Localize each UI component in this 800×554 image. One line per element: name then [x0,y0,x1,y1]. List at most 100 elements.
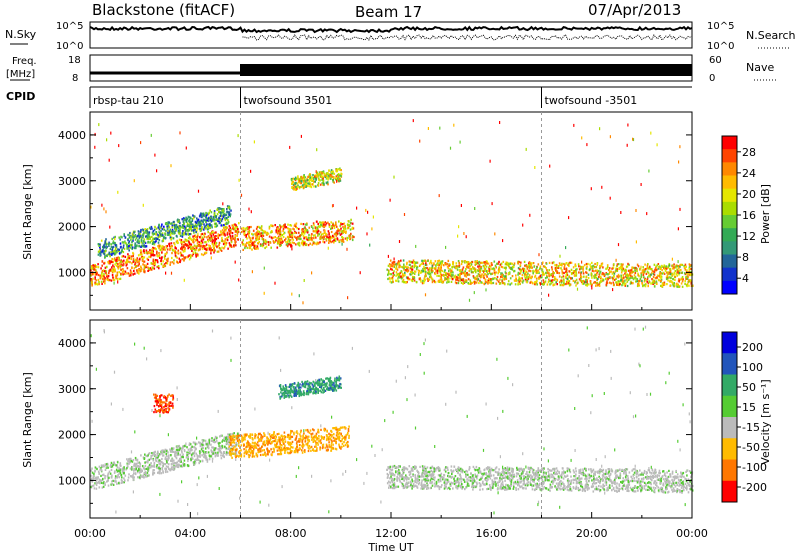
heatmap-cell [117,267,120,270]
heatmap-cell [234,226,236,229]
heatmap-cell [171,224,174,227]
heatmap-cell [148,458,151,461]
heatmap-cell [318,171,321,174]
heatmap-cell [552,278,554,282]
heatmap-cell [192,223,194,226]
heatmap-cell [436,262,438,265]
heatmap-cell [322,221,324,224]
heatmap-cell [197,234,199,237]
heatmap-cell [204,447,207,450]
heatmap-cell [233,228,235,231]
heatmap-cell [434,272,437,276]
heatmap-cell [327,221,329,224]
nsky-panel-frame [89,21,693,49]
heatmap-cell [101,465,103,468]
heatmap-cell [155,231,157,234]
heatmap-cell [171,458,174,461]
heatmap-cell [444,269,446,272]
heatmap-cell [610,270,612,273]
heatmap-cell [399,271,402,274]
heatmap-cell [656,274,659,277]
heatmap-noise [185,146,187,150]
heatmap-noise [460,204,462,207]
heatmap-cell [133,468,135,471]
heatmap-cell [105,243,107,246]
heatmap-cell [111,258,114,261]
heatmap-cell [109,247,112,251]
heatmap-cell [175,247,177,250]
heatmap-cell [317,241,319,245]
heatmap-cell [93,264,96,267]
heatmap-cell [509,262,511,265]
heatmap-cell [386,268,388,271]
heatmap-cell [121,249,123,253]
heatmap-cell [143,251,146,254]
heatmap-cell [126,257,129,260]
heatmap-cell [230,239,233,242]
heatmap-cell [451,266,454,269]
heatmap-cell [500,275,502,278]
heatmap-cell [325,222,328,225]
heatmap-cell [167,459,169,462]
heatmap-cell [321,182,324,185]
heatmap-cell [181,234,184,237]
heatmap-cell [202,218,205,221]
heatmap-cell [622,267,624,270]
heatmap-cell [311,233,313,236]
heatmap-cell [661,264,663,267]
heatmap-cell [120,272,122,275]
heatmap-cell [234,240,236,243]
heatmap-cell [592,264,595,267]
heatmap-cell [191,229,193,232]
heatmap-cell [560,281,563,284]
heatmap-cell [318,225,321,228]
heatmap-cell [236,231,239,234]
heatmap-cell [225,436,227,439]
heatmap-cell [551,268,553,271]
heatmap-cell [330,230,333,234]
heatmap-cell [163,248,166,251]
heatmap-cell [681,271,684,274]
heatmap-cell [344,226,346,229]
heatmap-cell [468,264,470,267]
heatmap-cell [408,278,411,281]
heatmap-cell [412,259,415,262]
heatmap-cell [189,256,192,259]
heatmap-cell [280,237,283,241]
heatmap-cell [95,487,98,490]
heatmap-cell [241,243,244,246]
heatmap-cell [103,262,105,265]
heatmap-cell [236,232,239,235]
heatmap-cell [153,465,156,468]
heatmap-cell [116,256,118,260]
heatmap-noise [316,148,318,152]
heatmap-cell [234,443,237,447]
heatmap-cell [108,242,111,245]
heatmap-cell [257,242,260,245]
heatmap-cell [491,267,493,271]
heatmap-cell [228,447,230,451]
heatmap-cell [104,240,106,243]
heatmap-noise [332,204,334,207]
heatmap-cell [309,182,312,185]
heatmap-cell [625,275,627,278]
heatmap-cell [182,221,185,224]
heatmap-cell [209,245,212,248]
heatmap-cell [203,235,206,238]
heatmap-cell [344,237,347,240]
heatmap-cell [645,268,647,271]
heatmap-cell [507,283,509,286]
heatmap-cell [170,463,173,466]
heatmap-cell [99,277,102,280]
heatmap-cell [310,186,313,189]
heatmap-cell [659,267,662,271]
heatmap-cell [340,169,342,172]
heatmap-cell [448,264,450,267]
heatmap-cell [141,465,144,468]
heatmap-cell [169,261,172,264]
heatmap-cell [142,236,144,239]
heatmap-cell [104,477,106,480]
heatmap-cell [272,240,275,243]
heatmap-cell [618,275,620,278]
heatmap-cell [130,274,132,277]
